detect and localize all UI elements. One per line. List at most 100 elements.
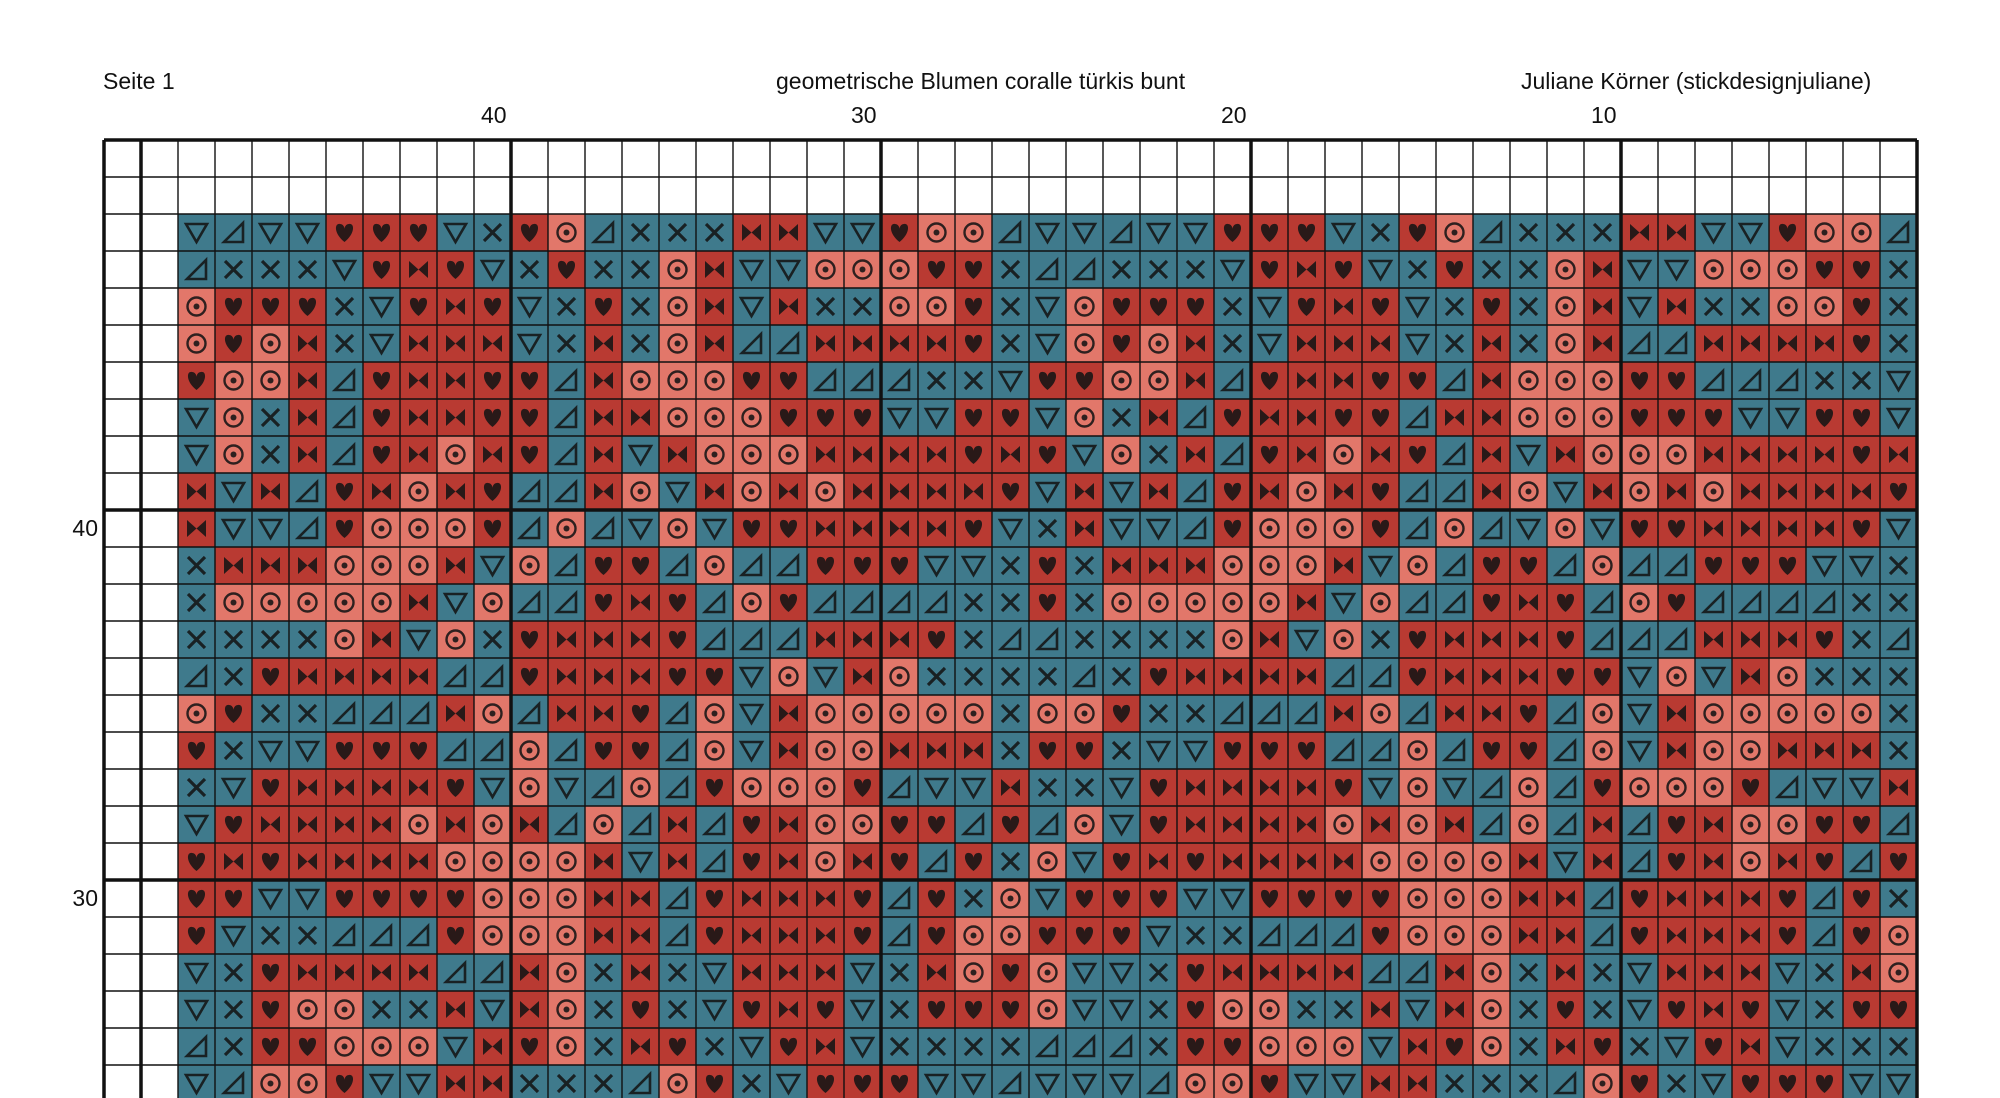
stitch-cell (400, 658, 437, 695)
heart-icon (335, 519, 354, 538)
circle-dot-icon (1148, 370, 1169, 391)
stitch-cell (1510, 658, 1547, 695)
stitch-cell (622, 325, 659, 362)
stitch-cell (326, 436, 363, 473)
stitch-cell (363, 1028, 400, 1065)
circle-dot-icon (1444, 888, 1465, 909)
stitch-cell (1547, 510, 1584, 547)
circle-dot-icon (1000, 888, 1021, 909)
triangle-down-icon (738, 1036, 765, 1059)
heart-icon (1038, 371, 1057, 390)
triangle-down-icon (183, 814, 210, 837)
stitch-cell (400, 732, 437, 769)
bowtie-icon (372, 964, 391, 981)
stitch-cell (807, 843, 844, 880)
circle-dot-icon (1074, 407, 1095, 428)
bowtie-icon (1297, 261, 1316, 278)
bowtie-icon (1482, 335, 1501, 352)
heart-icon (964, 260, 983, 279)
stitch-cell (474, 806, 511, 843)
triangle-down-icon (1367, 259, 1394, 282)
stitch-cell (1214, 325, 1251, 362)
stitch-cell (881, 769, 918, 806)
stitch-cell (992, 251, 1029, 288)
stitch-cell (881, 658, 918, 695)
stitch-cell (733, 473, 770, 510)
cross-icon (593, 962, 614, 983)
corner-triangle-icon (516, 589, 541, 614)
stitch-cell (1658, 473, 1695, 510)
triangle-down-icon (553, 777, 580, 800)
corner-triangle-icon (1478, 811, 1503, 836)
stitch-cell (1288, 362, 1325, 399)
stitch-cell (1621, 1028, 1658, 1065)
stitch-cell (548, 436, 585, 473)
circle-dot-icon (482, 592, 503, 613)
cross-icon (889, 999, 910, 1020)
circle-dot-icon (926, 703, 947, 724)
stitch-cell (252, 362, 289, 399)
heart-icon (483, 297, 502, 316)
stitch-cell (400, 621, 437, 658)
stitch-cell (1177, 510, 1214, 547)
stitch-cell (215, 325, 252, 362)
stitch-cell (1103, 658, 1140, 695)
circle-dot-icon (445, 629, 466, 650)
stitch-cell (1029, 658, 1066, 695)
stitch-cell (881, 288, 918, 325)
stitch-cell (1066, 1065, 1103, 1098)
cross-icon (482, 222, 503, 243)
stitch-cell (326, 325, 363, 362)
circle-dot-icon (1481, 999, 1502, 1020)
bowtie-icon (409, 261, 428, 278)
stitch-cell (1140, 547, 1177, 584)
bowtie-icon (1297, 779, 1316, 796)
stitch-cell (1288, 880, 1325, 917)
stitch-cell (1251, 1065, 1288, 1098)
triangle-down-icon (1071, 444, 1098, 467)
stitch-cell (1547, 584, 1584, 621)
stitch-cell (252, 732, 289, 769)
circle-dot-icon (1074, 333, 1095, 354)
stitch-cell (1436, 473, 1473, 510)
cross-icon (1888, 888, 1909, 909)
bowtie-icon (1704, 1001, 1723, 1018)
stitch-cell (918, 399, 955, 436)
triangle-down-icon (1182, 740, 1209, 763)
stitch-cell (585, 436, 622, 473)
bowtie-icon (1778, 520, 1797, 537)
stitch-cell (770, 769, 807, 806)
stitch-cell (1214, 436, 1251, 473)
stitch-cell (548, 621, 585, 658)
stitch-cell (659, 584, 696, 621)
bowtie-icon (1852, 483, 1871, 500)
stitch-cell (918, 547, 955, 584)
cross-icon (334, 296, 355, 317)
corner-triangle-icon (331, 441, 356, 466)
stitch-cell (474, 510, 511, 547)
stitch-cell (1103, 991, 1140, 1028)
triangle-down-icon (1589, 518, 1616, 541)
stitch-cell (1436, 251, 1473, 288)
stitch-cell (289, 1065, 326, 1098)
stitch-cell (437, 325, 474, 362)
cross-icon (926, 666, 947, 687)
stitch-cell (1843, 436, 1880, 473)
stitch-cell (1325, 991, 1362, 1028)
corner-triangle-icon (775, 626, 800, 651)
stitch-cell (1658, 547, 1695, 584)
stitch-cell (1214, 473, 1251, 510)
bowtie-icon (298, 409, 317, 426)
stitch-cell (1547, 954, 1584, 991)
circle-dot-icon (1740, 851, 1761, 872)
bowtie-icon (1482, 446, 1501, 463)
heart-icon (224, 704, 243, 723)
stitch-cell (1251, 399, 1288, 436)
bowtie-icon (409, 964, 428, 981)
stitch-cell (1140, 436, 1177, 473)
circle-dot-icon (482, 814, 503, 835)
heart-icon (1852, 445, 1871, 464)
bowtie-icon (1852, 964, 1871, 981)
cross-icon (1814, 666, 1835, 687)
triangle-down-icon (960, 777, 987, 800)
